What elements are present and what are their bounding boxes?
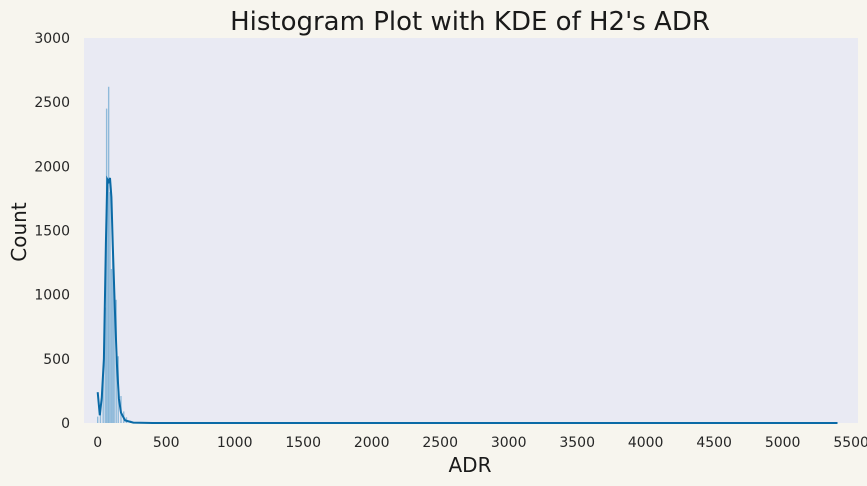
x-tick-label: 1500 bbox=[285, 435, 321, 451]
histogram-bar bbox=[112, 249, 114, 423]
y-axis-ticks: 0 500 1000 1500 2000 2500 3000 bbox=[34, 31, 70, 432]
histogram-bar bbox=[104, 307, 106, 423]
plot-area bbox=[84, 38, 858, 423]
x-tick-label: 500 bbox=[153, 435, 180, 451]
histogram-bar bbox=[105, 108, 108, 423]
y-tick-label: 3000 bbox=[34, 31, 70, 47]
x-tick-label: 4000 bbox=[628, 435, 664, 451]
x-tick-label: 2500 bbox=[422, 435, 458, 451]
kde-line bbox=[96, 175, 838, 424]
histogram-bar bbox=[110, 269, 113, 423]
y-tick-label: 0 bbox=[61, 416, 70, 432]
y-tick-label: 2500 bbox=[34, 95, 70, 111]
histogram-bar bbox=[102, 374, 104, 423]
x-tick-label: 2000 bbox=[354, 435, 390, 451]
y-tick-label: 500 bbox=[43, 352, 70, 368]
x-tick-label: 1000 bbox=[217, 435, 253, 451]
histogram-bar bbox=[113, 281, 115, 423]
y-tick-label: 2000 bbox=[34, 159, 70, 175]
histogram-bar bbox=[107, 86, 110, 424]
histogram-bar bbox=[109, 192, 111, 423]
x-tick-label: 3500 bbox=[559, 435, 595, 451]
x-axis-label: ADR bbox=[449, 453, 492, 477]
x-tick-label: 3000 bbox=[491, 435, 527, 451]
histogram-bar bbox=[99, 408, 102, 423]
chart-title: Histogram Plot with KDE of H2's ADR bbox=[230, 7, 710, 37]
x-tick-label: 5000 bbox=[765, 435, 801, 451]
x-tick-label: 5500 bbox=[833, 435, 867, 451]
y-tick-label: 1500 bbox=[34, 224, 70, 240]
histogram-bar bbox=[97, 416, 99, 423]
y-tick-label: 1000 bbox=[34, 288, 70, 304]
x-axis-ticks: 0 500 1000 1500 2000 2500 3000 3500 4000 4500 5000… bbox=[93, 435, 867, 451]
x-tick-label: 0 bbox=[93, 435, 102, 451]
x-tick-label: 4500 bbox=[696, 435, 732, 451]
y-axis-label: Count bbox=[7, 202, 31, 262]
